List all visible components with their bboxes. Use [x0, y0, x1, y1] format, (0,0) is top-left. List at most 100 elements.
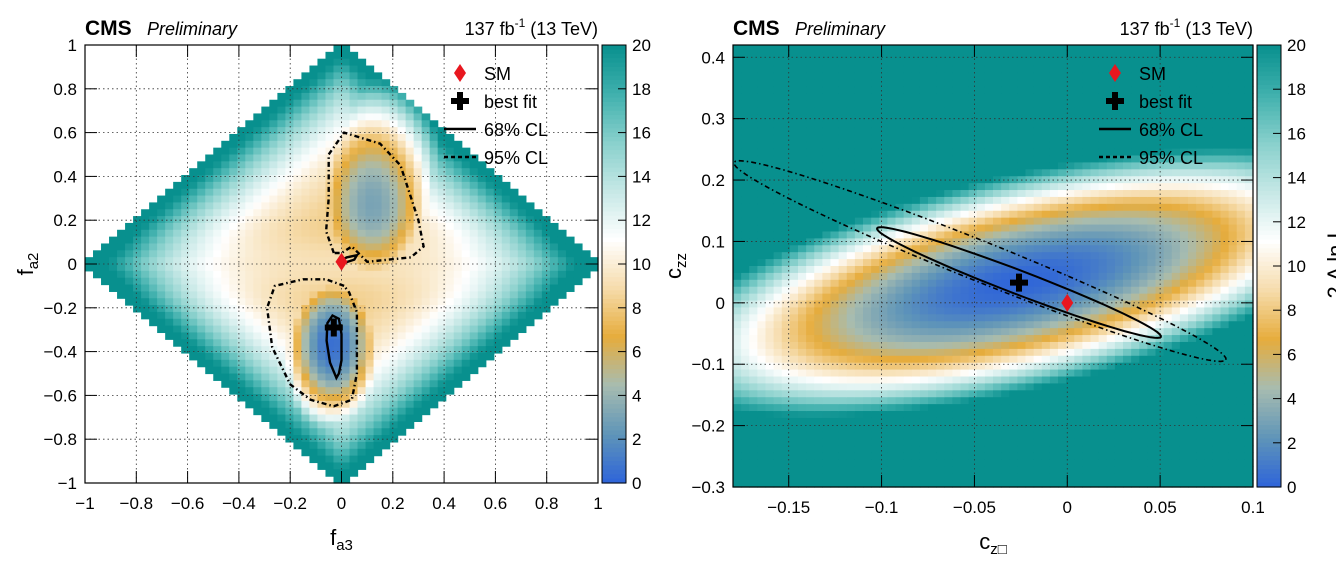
- heatmap-cell: [838, 279, 848, 288]
- heatmap-cell: [301, 373, 311, 381]
- heatmap-cell: [125, 264, 134, 272]
- heatmap-cell: [903, 480, 913, 488]
- heatmap-cell: [968, 190, 978, 198]
- heatmap-cell: [205, 346, 214, 354]
- heatmap-cell: [1033, 141, 1043, 150]
- heatmap-cell: [445, 387, 455, 395]
- heatmap-cell: [976, 210, 986, 219]
- colorbar-segment: [602, 347, 626, 353]
- heatmap-cell: [798, 279, 807, 288]
- heatmap-cell: [109, 250, 118, 258]
- heatmap-cell: [1033, 120, 1043, 129]
- heatmap-cell: [213, 346, 222, 354]
- heatmap-cell: [413, 346, 423, 354]
- heatmap-cell: [181, 346, 190, 354]
- heatmap-cell: [879, 245, 888, 253]
- heatmap-cell: [749, 286, 758, 295]
- heatmap-cell: [189, 311, 198, 320]
- heatmap-cell: [879, 217, 888, 226]
- heatmap-cell: [253, 257, 262, 265]
- heatmap-cell: [253, 387, 262, 395]
- heatmap-cell: [365, 407, 375, 416]
- heatmap-cell: [317, 236, 327, 245]
- heatmap-cell: [968, 473, 978, 481]
- heatmap-cell: [863, 431, 872, 440]
- heatmap-cell: [757, 473, 767, 481]
- heatmap-cell: [365, 222, 375, 231]
- heatmap-cell: [830, 72, 840, 81]
- heatmap-cell: [469, 222, 479, 231]
- heatmap-cell: [887, 114, 897, 122]
- heatmap-cell: [976, 362, 986, 371]
- heatmap-cell: [269, 284, 278, 292]
- heatmap-cell: [1049, 162, 1059, 170]
- heatmap-cell: [789, 335, 799, 343]
- heatmap-cell: [565, 277, 575, 286]
- heatmap-cell: [205, 195, 214, 203]
- heatmap-cell: [517, 222, 527, 231]
- heatmap-cell: [421, 257, 431, 265]
- heatmap-cell: [373, 229, 383, 238]
- heatmap-cell: [309, 154, 319, 162]
- heatmap-cell: [928, 120, 937, 129]
- heatmap-cell: [1001, 445, 1010, 454]
- heatmap-cell: [993, 252, 1002, 260]
- heatmap-cell: [1033, 473, 1043, 481]
- heatmap-cell: [765, 417, 775, 426]
- heatmap-cell: [125, 250, 134, 258]
- heatmap-cell: [806, 272, 815, 281]
- heatmap-cell: [1017, 51, 1027, 60]
- heatmap-cell: [789, 58, 799, 67]
- heatmap-cell: [421, 147, 431, 156]
- heatmap-cell: [936, 404, 945, 412]
- heatmap-cell: [1033, 51, 1043, 60]
- heatmap-cell: [173, 243, 182, 251]
- heatmap-cell: [1009, 58, 1018, 67]
- heatmap-cell: [1009, 252, 1018, 260]
- heatmap-cell: [984, 390, 994, 398]
- heatmap-cell: [733, 107, 742, 115]
- heatmap-cell: [1025, 459, 1035, 467]
- heatmap-cell: [437, 284, 447, 292]
- heatmap-cell: [903, 107, 913, 115]
- heatmap-cell: [1033, 245, 1043, 253]
- heatmap-cell: [565, 243, 575, 251]
- heatmap-cell: [1025, 307, 1035, 315]
- heatmap-cell: [830, 321, 840, 329]
- heatmap-cell: [789, 141, 799, 150]
- heatmap-cell: [165, 195, 174, 203]
- heatmap-cell: [984, 120, 994, 129]
- heatmap-cell: [149, 264, 158, 272]
- heatmap-cell: [1017, 411, 1027, 419]
- heatmap-cell: [157, 264, 166, 272]
- heatmap-cell: [960, 404, 970, 412]
- heatmap-cell: [863, 245, 872, 253]
- heatmap-cell: [261, 209, 270, 217]
- heatmap-cell: [205, 257, 214, 265]
- heatmap-cell: [357, 222, 367, 231]
- heatmap-cell: [397, 243, 407, 251]
- heatmap-cell: [213, 154, 222, 162]
- heatmap-cell: [1058, 245, 1067, 253]
- heatmap-cell: [317, 311, 327, 320]
- heatmap-cell: [165, 318, 174, 327]
- heatmap-cell: [928, 155, 937, 164]
- heatmap-cell: [165, 291, 174, 299]
- heatmap-cell: [806, 127, 815, 136]
- heatmap-cell: [485, 236, 495, 245]
- heatmap-cell: [822, 162, 832, 170]
- heatmap-cell: [993, 107, 1002, 115]
- heatmap-cell: [765, 155, 775, 164]
- heatmap-cell: [341, 359, 351, 368]
- heatmap-cell: [806, 466, 815, 474]
- heatmap-cell: [285, 133, 295, 142]
- heatmap-cell: [838, 65, 848, 74]
- heatmap-cell: [903, 127, 913, 136]
- colorbar-segment: [602, 246, 626, 252]
- heatmap-cell: [341, 250, 351, 258]
- heatmap-cell: [798, 238, 807, 246]
- heatmap-cell: [1066, 65, 1075, 74]
- y-axis-title: fa2: [13, 253, 42, 276]
- heatmap-cell: [798, 466, 807, 474]
- heatmap-cell: [798, 293, 807, 302]
